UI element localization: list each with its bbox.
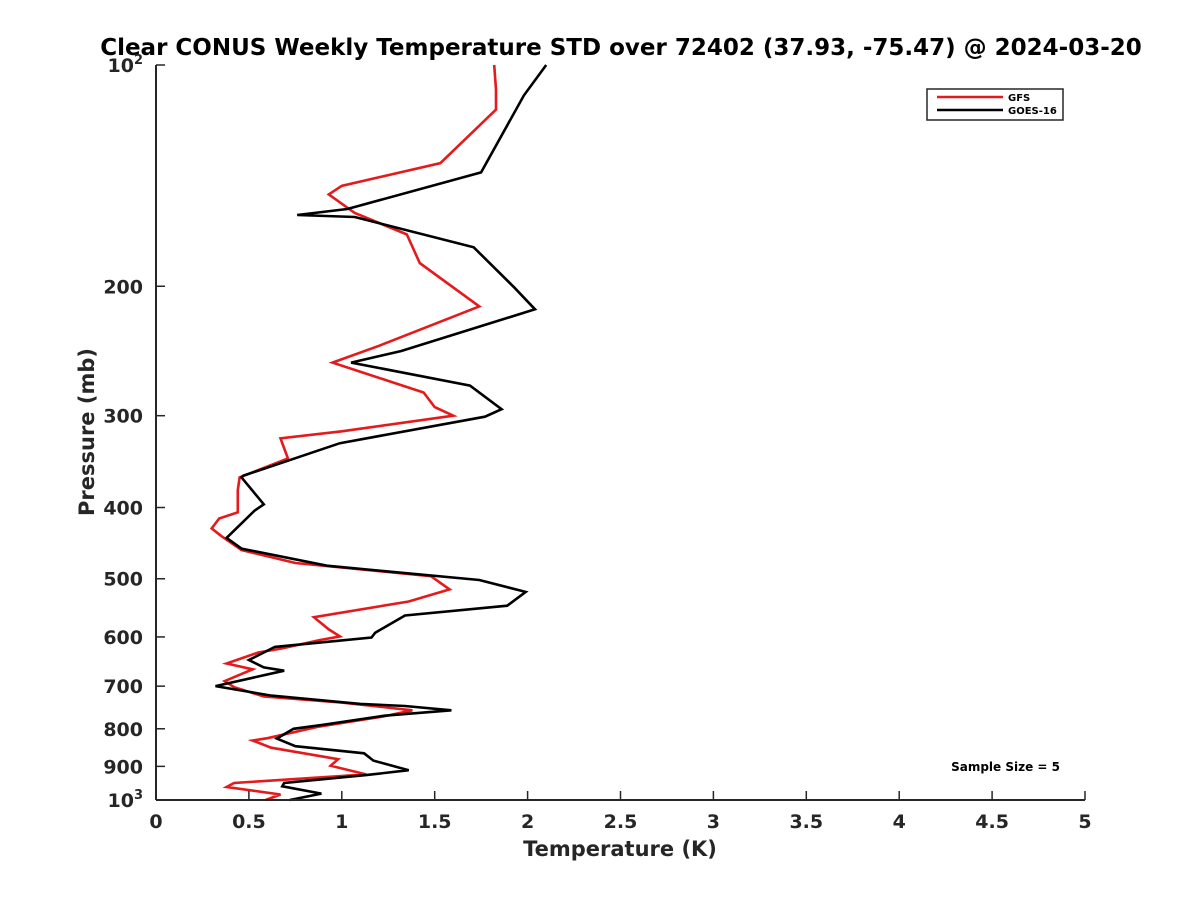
legend-goes16-label: GOES-16 xyxy=(1008,106,1057,117)
y-tick-label: 300 xyxy=(103,406,143,428)
x-tick-label: 2.5 xyxy=(604,811,638,833)
x-tick-label: 1 xyxy=(335,811,348,833)
y-tick-label: 400 xyxy=(103,498,143,520)
x-axis-label: Temperature (K) xyxy=(523,837,717,861)
y-tick-label: 900 xyxy=(103,756,143,778)
series-line-gfs xyxy=(209,64,498,802)
y-tick-label: 500 xyxy=(103,569,143,591)
x-tick-label: 0.5 xyxy=(232,811,266,833)
x-tick-label: 3.5 xyxy=(789,811,823,833)
sample-size-annotation: Sample Size = 5 xyxy=(951,760,1060,774)
series-line-goes16 xyxy=(215,64,548,802)
x-tick-label: 4 xyxy=(893,811,906,833)
legend-box xyxy=(926,88,1064,121)
y-tick-label: 800 xyxy=(103,719,143,741)
x-tick-label: 5 xyxy=(1078,811,1091,833)
chart-title: Clear CONUS Weekly Temperature STD over … xyxy=(100,35,1142,61)
x-tick-label: 0 xyxy=(149,811,162,833)
y-axis-label: Pressure (mb) xyxy=(75,348,99,516)
x-tick-label: 2 xyxy=(521,811,534,833)
y-tick-label: 102 xyxy=(108,53,144,77)
x-axis-ticks: 0 0.5 1 1.5 2 2.5 3 3.5 4 4.5 5 xyxy=(149,791,1092,833)
y-tick-label: 103 xyxy=(108,788,144,812)
y-axis-ticks: 102 200 300 400 500 600 700 800 900 103 xyxy=(103,53,165,812)
x-tick-label: 3 xyxy=(707,811,720,833)
legend-gfs-label: GFS xyxy=(1008,93,1030,104)
x-tick-label: 1.5 xyxy=(418,811,452,833)
y-tick-label: 200 xyxy=(103,276,143,298)
series-layer xyxy=(209,64,548,802)
x-tick-label: 4.5 xyxy=(975,811,1009,833)
y-tick-label: 600 xyxy=(103,627,143,649)
y-tick-label: 700 xyxy=(103,676,143,698)
legend: GFS GOES-16 xyxy=(926,88,1064,121)
